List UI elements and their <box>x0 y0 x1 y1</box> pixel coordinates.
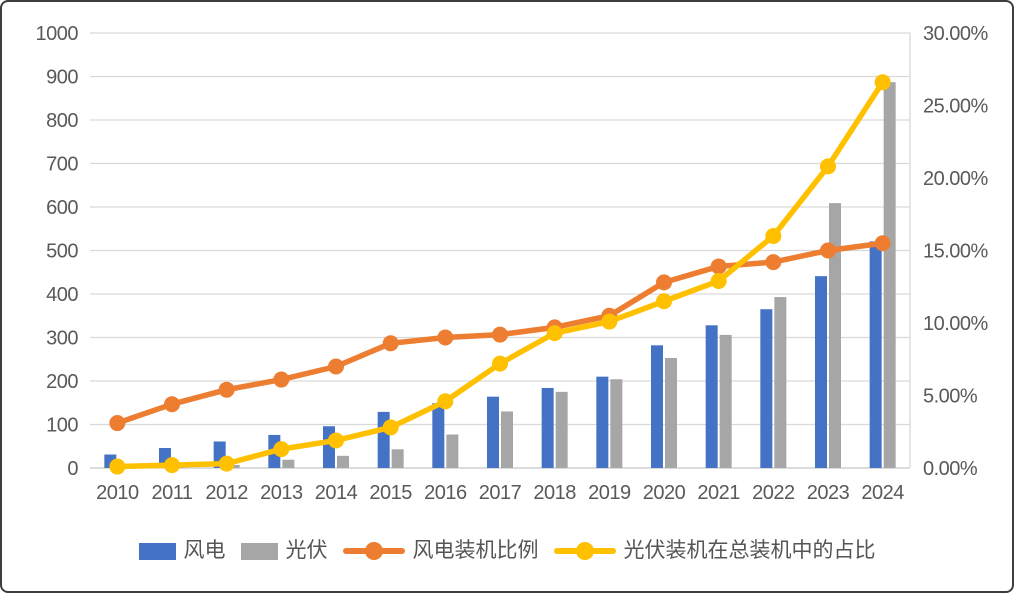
wind-share-point-2014 <box>328 358 344 375</box>
solar-share-point-2012 <box>218 455 235 472</box>
x-axis-tick: 2024 <box>861 482 904 504</box>
wind-share-point-2015 <box>382 335 399 352</box>
legend-line-wind-share-icon <box>342 542 405 560</box>
x-axis-tick: 2019 <box>588 482 631 504</box>
left-axis-tick: 900 <box>46 67 78 89</box>
legend: 风电 光伏 风电装机比例 光伏装机在总装机中的占比 <box>2 539 1012 563</box>
x-axis-tick: 2016 <box>424 482 467 504</box>
left-axis-tick: 0 <box>67 458 78 480</box>
left-axis-tick: 300 <box>46 328 78 350</box>
left-axis-tick: 400 <box>46 284 78 306</box>
solar-share-point-2016 <box>437 393 454 410</box>
right-axis-tick: 30.00% <box>923 23 989 45</box>
solar-share-point-2015 <box>382 419 399 436</box>
solar-share-point-2023 <box>820 158 836 175</box>
wind-bar-2020 <box>651 345 663 468</box>
legend-line-wind-share-dot <box>364 542 383 560</box>
right-axis-tick: 25.00% <box>923 96 989 118</box>
legend-item-solar: 光伏 <box>240 539 328 563</box>
solar-bar-2016 <box>446 434 459 468</box>
x-axis-tick: 2011 <box>151 482 192 504</box>
x-axis-tick: 2021 <box>697 482 740 504</box>
wind-share-point-2022 <box>765 254 782 271</box>
x-axis-tick: 2013 <box>260 482 303 504</box>
wind-share-point-2012 <box>218 381 235 398</box>
legend-label-wind-share: 风电装机比例 <box>412 539 539 562</box>
solar-bar-2023 <box>829 203 841 468</box>
solar-bar-2020 <box>665 357 677 468</box>
left-axis-tick: 800 <box>46 110 78 132</box>
x-axis-tick: 2010 <box>96 482 139 504</box>
solar-bar-2013 <box>282 459 295 468</box>
left-axis-tick: 500 <box>46 241 78 263</box>
solar-bar-2017 <box>501 411 513 468</box>
wind-bar-2016 <box>432 403 445 468</box>
solar-bar-2019 <box>610 379 623 468</box>
wind-share-point-2013 <box>273 371 290 388</box>
wind-share-point-2016 <box>437 329 454 346</box>
wind-share-point-2011 <box>164 396 180 413</box>
legend-item-wind: 风电 <box>138 539 226 563</box>
solar-share-point-2020 <box>656 293 672 310</box>
wind-share-point-2017 <box>492 326 508 343</box>
solar-bar-2014 <box>337 455 349 468</box>
x-axis-tick: 2020 <box>643 482 686 504</box>
wind-share-point-2024 <box>874 235 891 252</box>
right-axis-tick: 15.00% <box>923 241 989 263</box>
wind-share-point-2023 <box>820 242 836 259</box>
left-axis-tick: 700 <box>46 154 78 176</box>
right-axis-tick: 0.00% <box>923 458 978 480</box>
wind-bar-2023 <box>815 276 827 468</box>
legend-label-solar-share: 光伏装机在总装机中的占比 <box>623 539 876 562</box>
legend-line-solar-share-dot <box>575 542 594 560</box>
legend-line-solar-share-icon <box>553 542 616 560</box>
solar-share-point-2011 <box>164 457 180 474</box>
solar-share-point-2013 <box>273 441 290 458</box>
solar-bar-2015 <box>391 449 404 468</box>
solar-bar-2024 <box>883 82 896 468</box>
right-axis-tick: 10.00% <box>923 313 989 335</box>
wind-bar-2021 <box>705 325 718 468</box>
solar-share-point-2022 <box>765 228 782 244</box>
x-axis-tick: 2023 <box>807 482 850 504</box>
x-axis-tick: 2018 <box>533 482 576 504</box>
left-axis-tick: 1000 <box>36 23 79 45</box>
solar-bar-2021 <box>719 334 732 468</box>
legend-swatch-solar-icon <box>240 542 278 560</box>
wind-share-point-2010 <box>109 415 126 432</box>
solar-share-point-2017 <box>492 355 508 372</box>
left-axis-tick: 600 <box>46 197 78 219</box>
x-axis-tick: 2022 <box>752 482 795 504</box>
x-axis-tick: 2015 <box>369 482 412 504</box>
wind-share-point-2020 <box>656 274 672 291</box>
legend-swatch-wind-icon <box>138 542 176 560</box>
solar-bar-2022 <box>774 297 787 468</box>
wind-share-point-2021 <box>710 258 727 275</box>
right-axis-tick: 20.00% <box>923 168 989 190</box>
wind-bar-2019 <box>596 376 609 468</box>
x-axis-tick: 2014 <box>315 482 358 504</box>
wind-bar-2022 <box>760 309 773 468</box>
legend-item-wind-share: 风电装机比例 <box>342 539 539 563</box>
left-axis-tick: 100 <box>46 415 78 437</box>
wind-bar-2017 <box>487 396 499 468</box>
solar-share-point-2024 <box>874 74 891 91</box>
solar-share-point-2019 <box>601 313 618 330</box>
legend-item-solar-share: 光伏装机在总装机中的占比 <box>553 539 876 563</box>
solar-share-point-2018 <box>546 325 563 342</box>
solar-share-point-2021 <box>710 272 727 289</box>
legend-label-wind: 风电 <box>183 539 226 562</box>
solar-bar-2018 <box>555 391 568 468</box>
wind-bar-2024 <box>869 241 882 468</box>
right-axis-tick: 5.00% <box>923 386 978 408</box>
solar-share-point-2010 <box>109 458 126 475</box>
legend-label-solar: 光伏 <box>285 539 328 562</box>
x-axis-tick: 2012 <box>205 482 248 504</box>
x-axis-tick: 2017 <box>479 482 522 504</box>
solar-share-point-2014 <box>328 432 344 449</box>
wind-bar-2018 <box>541 387 554 468</box>
left-axis-tick: 200 <box>46 371 78 393</box>
